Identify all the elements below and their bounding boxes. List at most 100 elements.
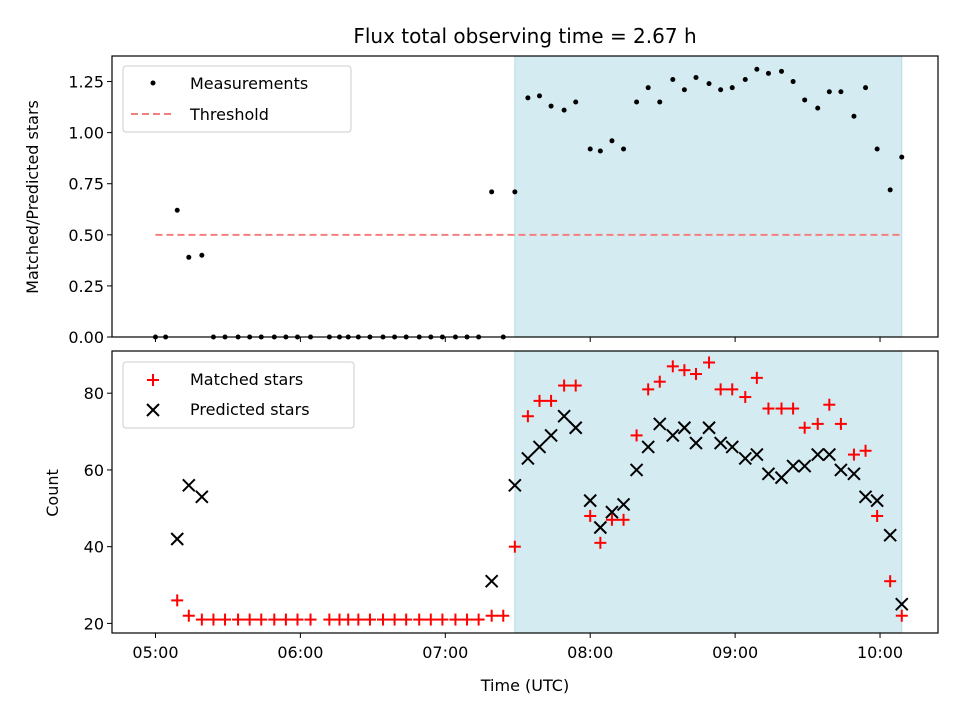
predicted-stars-point xyxy=(786,459,800,473)
measurement-point xyxy=(645,85,651,91)
measurement-point xyxy=(887,187,893,193)
matched-stars-point xyxy=(388,613,401,626)
matched-stars-point xyxy=(497,609,510,622)
matched-stars-point xyxy=(823,398,836,411)
matched-stars-point xyxy=(521,410,534,423)
predicted-stars-point xyxy=(182,478,196,492)
matched-stars-point xyxy=(508,540,521,553)
matched-stars-point xyxy=(171,594,184,607)
matched-stars-point xyxy=(485,609,498,622)
predicted-stars-point xyxy=(702,421,716,435)
predicted-stars-point xyxy=(593,520,608,535)
matched-stars-point xyxy=(472,613,485,626)
predicted-stars-point xyxy=(677,421,692,435)
top-observing-window-shade xyxy=(514,55,903,338)
matched-stars-point xyxy=(884,575,897,588)
predicted-stars-point xyxy=(641,440,655,454)
matched-stars-point xyxy=(811,417,824,430)
predicted-stars-point xyxy=(822,447,837,462)
top-panel: 0.00 0.25 0.50 0.75 1.00 1.25 Matched/Predict… xyxy=(23,55,939,347)
top-ytick-label: 0.25 xyxy=(68,277,104,296)
predicted-stars-point xyxy=(521,451,535,466)
matched-stars-point xyxy=(291,613,304,626)
measurement-point xyxy=(765,70,771,76)
predicted-stars-point xyxy=(750,447,764,462)
predicted-stars-point xyxy=(811,447,825,462)
bottom-legend: Matched stars Predicted stars xyxy=(122,361,355,429)
top-ytick-label: 0.00 xyxy=(68,328,104,347)
matched-stars-point xyxy=(352,613,365,626)
matched-stars-point xyxy=(834,417,847,430)
matched-stars-point xyxy=(642,383,655,396)
predicted-stars-point xyxy=(883,528,897,542)
x-axis-label: Time (UTC) xyxy=(480,676,569,695)
measurement-point xyxy=(718,87,724,93)
bot-ytick-label: 80 xyxy=(84,384,104,403)
predicted-stars-point xyxy=(847,467,861,481)
measurement-point xyxy=(587,146,593,152)
top-ytick-label: 0.75 xyxy=(68,175,104,194)
legend-label-threshold: Threshold xyxy=(189,105,269,124)
matched-stars-point xyxy=(182,609,195,622)
predicted-stars-point xyxy=(689,436,703,450)
matched-stars-point xyxy=(714,383,727,396)
matched-stars-point xyxy=(304,613,317,626)
matched-stars-point xyxy=(847,448,860,461)
matched-stars-point xyxy=(726,383,739,396)
measurement-point xyxy=(851,113,857,119)
matched-stars-point xyxy=(219,613,232,626)
bot-ytick-label: 40 xyxy=(84,538,104,557)
measurement-point xyxy=(826,89,832,95)
measurement-point xyxy=(754,66,760,72)
bot-xtick-label: 09:00 xyxy=(712,643,758,662)
measurement-point xyxy=(512,189,518,195)
bot-xtick-label: 10:00 xyxy=(857,643,903,662)
matched-stars-point xyxy=(750,371,763,384)
matched-stars-point xyxy=(545,394,558,407)
bottom-y-axis-label: Count xyxy=(43,469,62,517)
matched-stars-point xyxy=(584,509,597,522)
matched-stars-point xyxy=(605,513,618,526)
matched-stars-point xyxy=(436,613,449,626)
measurement-point xyxy=(838,89,844,95)
predicted-stars-point xyxy=(170,532,184,546)
legend-marker-predicted xyxy=(146,403,160,417)
legend-label-matched: Matched stars xyxy=(190,370,303,389)
bot-xtick-label: 06:00 xyxy=(277,643,323,662)
top-legend: Measurements Threshold xyxy=(122,65,352,133)
matched-stars-point xyxy=(268,613,281,626)
predicted-stars-point xyxy=(557,409,571,423)
measurement-point xyxy=(199,252,205,258)
matched-stars-point xyxy=(243,613,256,626)
measurement-point xyxy=(597,148,603,154)
predicted-stars-point xyxy=(774,470,789,485)
top-ytick-label: 1.25 xyxy=(68,73,104,92)
measurement-point xyxy=(186,254,192,260)
bot-xtick-label: 08:00 xyxy=(567,643,613,662)
measurement-point xyxy=(573,99,579,105)
predicted-stars-point xyxy=(195,490,209,504)
matched-stars-point xyxy=(424,613,437,626)
predicted-stars-point xyxy=(508,478,522,492)
bot-observing-window-shade xyxy=(514,350,903,634)
matched-stars-point xyxy=(653,375,666,388)
matched-stars-point xyxy=(787,402,800,415)
measurement-point xyxy=(609,138,615,144)
measurement-point xyxy=(670,77,676,83)
matched-stars-point xyxy=(376,613,389,626)
measurement-point xyxy=(536,93,542,99)
bot-xtick-label: 07:00 xyxy=(422,643,468,662)
matched-stars-point xyxy=(207,613,220,626)
matched-stars-point xyxy=(762,402,775,415)
bot-ytick-label: 20 xyxy=(84,614,104,633)
measurement-point xyxy=(657,99,663,105)
matched-stars-point xyxy=(895,609,908,622)
matched-stars-point xyxy=(617,513,630,526)
matched-stars-point xyxy=(703,356,716,369)
measurement-point xyxy=(790,79,796,85)
legend-marker-matched xyxy=(147,374,159,386)
bot-xtick-label: 05:00 xyxy=(132,643,178,662)
predicted-stars-point xyxy=(738,451,752,466)
matched-stars-point xyxy=(630,429,643,442)
top-axes-frame xyxy=(111,55,939,338)
